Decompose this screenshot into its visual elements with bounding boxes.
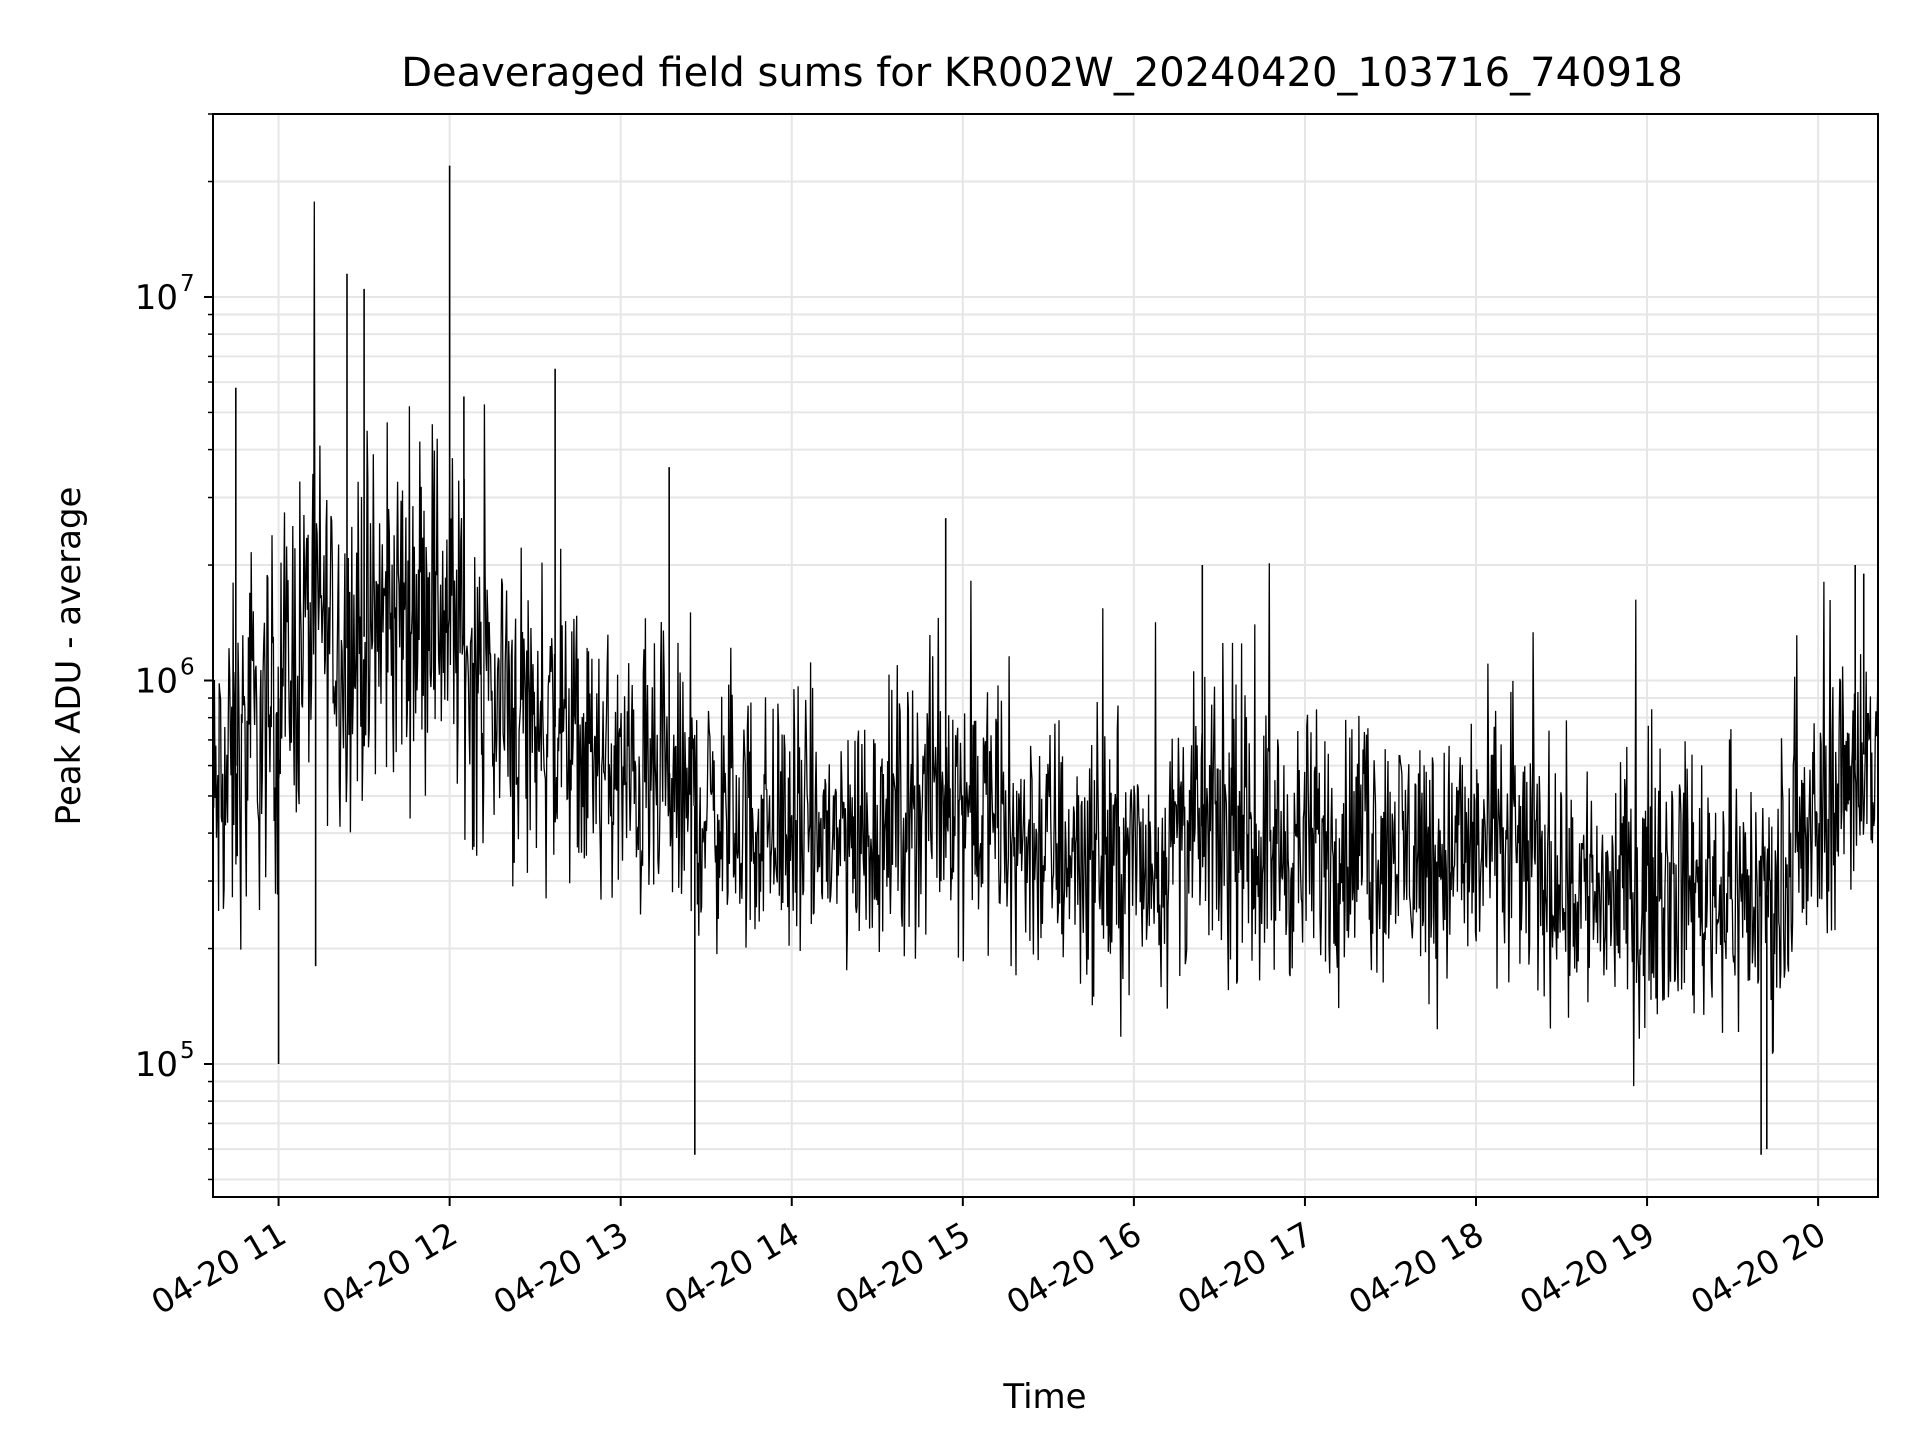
x-tick-label: 04-20 11	[145, 1214, 293, 1322]
x-tick-label: 04-20 18	[1342, 1214, 1490, 1322]
x-tick-label: 04-20 17	[1171, 1214, 1319, 1322]
grid	[213, 113, 1878, 1197]
series-line	[212, 201, 1879, 1087]
y-axis-label: Peak ADU - average	[49, 487, 89, 826]
x-tick-label: 04-20 16	[1000, 1214, 1148, 1322]
y-tick-label: 10	[135, 661, 178, 701]
x-tick-label: 04-20 19	[1513, 1214, 1661, 1322]
axes-frame	[212, 113, 1879, 1198]
y-tick-exponent: 7	[180, 271, 195, 297]
x-axis-label: Time	[1002, 1377, 1086, 1417]
x-tick-label: 04-20 20	[1684, 1214, 1832, 1322]
x-tick-label: 04-20 13	[487, 1214, 635, 1322]
x-axis: 04-20 11 04-20 12 04-20 13 04-20 14 04-20 15…	[145, 1197, 1832, 1322]
y-tick-label: 10	[135, 1045, 178, 1085]
y-tick-exponent: 6	[180, 654, 195, 680]
x-tick-label: 04-20 14	[658, 1214, 806, 1322]
plot-area	[212, 165, 1879, 1155]
x-tick-label: 04-20 15	[829, 1214, 977, 1322]
chart-title: Deaveraged field sums for KR002W_2024042…	[401, 50, 1683, 96]
x-tick-label: 04-20 12	[316, 1214, 464, 1322]
y-tick-exponent: 5	[180, 1038, 195, 1064]
y-tick-label: 10	[135, 278, 178, 318]
